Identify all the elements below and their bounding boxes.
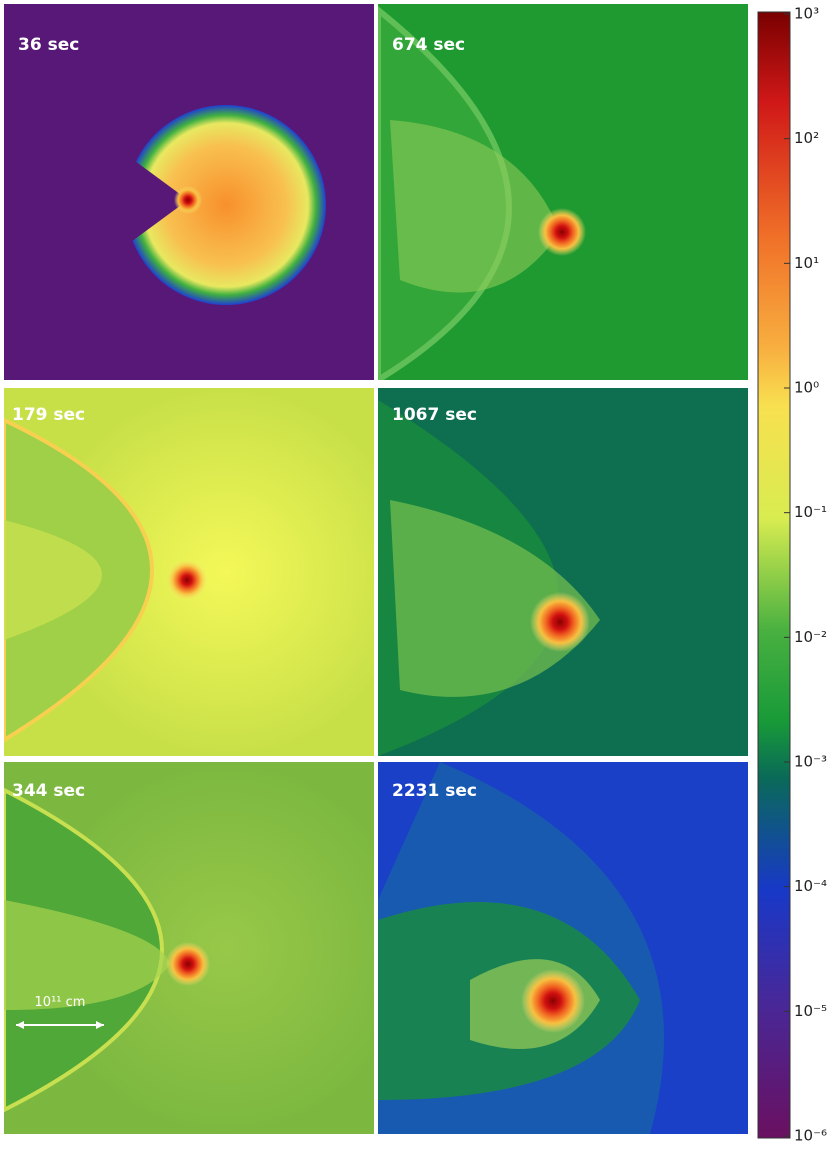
- tick-label: 10⁻³: [794, 753, 827, 771]
- panel: [4, 4, 374, 380]
- tick-label: 10⁻¹: [794, 503, 827, 521]
- scale-label: 10¹¹ cm: [35, 995, 86, 1010]
- panel: [378, 762, 748, 1134]
- panel-label: 674 sec: [392, 35, 465, 55]
- tick-label: 10¹: [794, 254, 819, 272]
- tick-label: 10⁻⁵: [794, 1002, 827, 1020]
- panel: [4, 388, 374, 756]
- panel: [378, 388, 748, 756]
- tick-label: 10⁻²: [794, 628, 827, 646]
- panel-label: 179 sec: [12, 405, 85, 425]
- panel-label: 2231 sec: [392, 781, 477, 801]
- tick-label: 10³: [794, 5, 819, 23]
- tick-label: 10²: [794, 129, 819, 147]
- tick-label: 10⁰: [794, 379, 819, 397]
- panel-label: 1067 sec: [392, 405, 477, 425]
- colorbar: [757, 11, 791, 1139]
- panel-label: 344 sec: [12, 781, 85, 801]
- tick-label: 10⁻⁶: [794, 1127, 827, 1145]
- tick-label: 10⁻⁴: [794, 877, 827, 895]
- panel: [378, 4, 748, 380]
- panel: 10¹¹ cm: [4, 762, 374, 1134]
- panel-label: 36 sec: [18, 35, 79, 55]
